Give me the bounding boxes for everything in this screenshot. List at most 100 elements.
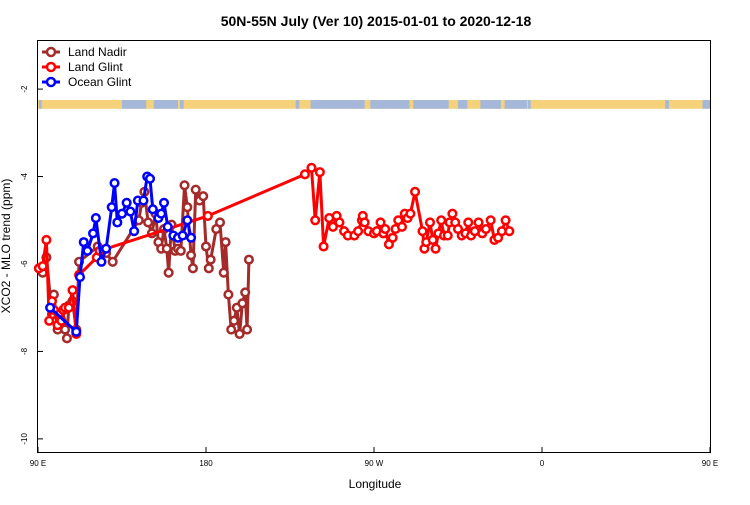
chart-title: 50N-55N July (Ver 10) 2015-01-01 to 2020… xyxy=(221,13,532,29)
data-point-ocean-glint xyxy=(129,226,140,237)
mask-band-ocean xyxy=(122,100,147,109)
y-tick-label: -6 xyxy=(20,260,29,268)
data-point-land-glint xyxy=(353,226,364,237)
y-tick-label: -4 xyxy=(20,172,29,180)
data-point-land-nadir xyxy=(218,267,229,278)
y-tick-label: -10 xyxy=(20,433,29,445)
data-point-land-glint xyxy=(334,217,345,228)
x-tick-label: 0 xyxy=(540,459,545,468)
mask-band-ocean xyxy=(310,100,365,109)
data-point-land-nadir xyxy=(243,254,254,265)
data-point-land-nadir xyxy=(226,324,237,335)
data-point-land-nadir xyxy=(187,263,198,274)
data-point-ocean-glint xyxy=(71,326,82,337)
data-point-ocean-glint xyxy=(88,228,99,239)
data-point-ocean-glint xyxy=(96,256,107,267)
data-point-land-glint xyxy=(41,234,52,245)
data-point-ocean-glint xyxy=(116,208,128,219)
data-point-land-nadir xyxy=(61,333,72,344)
x-axis: 90 E 180 90 W 0 90 E xyxy=(30,447,718,468)
mask-band-ocean xyxy=(413,100,449,109)
y-tick-label: -8 xyxy=(20,347,29,355)
mask-band-ocean xyxy=(370,100,410,109)
data-point-land-nadir xyxy=(203,263,214,274)
data-point-land-glint xyxy=(463,217,474,228)
mask-band-ocean xyxy=(702,100,710,109)
data-point-land-nadir xyxy=(186,250,197,261)
x-tick-label: 90 W xyxy=(365,459,384,468)
data-point-land-glint xyxy=(318,241,329,252)
data-point-land-glint xyxy=(427,234,438,245)
data-point-land-nadir xyxy=(228,315,240,326)
data-point-ocean-glint xyxy=(121,197,132,208)
mask-band-ocean xyxy=(504,100,528,109)
legend-label-ocean-glint: Ocean Glint xyxy=(68,75,132,89)
data-point-land-glint xyxy=(500,215,511,226)
data-point-land-nadir xyxy=(220,237,231,248)
plot-frame xyxy=(37,40,711,453)
data-point-land-glint xyxy=(442,230,453,241)
x-tick-label: 90 E xyxy=(30,459,46,468)
legend: Land Nadir Land Glint Ocean Glint xyxy=(42,45,132,89)
data-point-land-nadir xyxy=(234,328,245,339)
data-point-land-glint xyxy=(37,261,48,272)
data-point-land-glint xyxy=(480,223,492,235)
data-point-ocean-glint xyxy=(82,245,93,256)
data-point-land-glint xyxy=(473,217,484,228)
mask-band-ocean xyxy=(295,100,300,109)
data-point-land-glint xyxy=(405,208,416,219)
data-point-ocean-glint xyxy=(162,221,173,232)
data-point-land-nadir xyxy=(190,184,201,195)
data-point-land-glint xyxy=(396,221,408,232)
data-point-land-nadir xyxy=(163,267,174,278)
data-point-land-glint xyxy=(417,226,428,237)
legend-item-land-glint: Land Glint xyxy=(42,60,123,74)
legend-item-ocean-glint: Ocean Glint xyxy=(42,75,132,89)
data-point-land-glint xyxy=(430,243,441,254)
mask-band-ocean xyxy=(179,100,184,109)
data-point-land-glint xyxy=(410,186,421,197)
mask-band-ocean xyxy=(480,100,501,109)
data-point-ocean-glint xyxy=(147,204,158,215)
data-point-land-nadir xyxy=(143,217,154,228)
data-point-ocean-glint xyxy=(182,215,193,226)
data-point-land-glint xyxy=(380,223,391,235)
data-point-land-glint xyxy=(504,226,515,237)
data-point-land-nadir xyxy=(161,243,172,254)
data-point-land-nadir xyxy=(107,256,118,267)
data-point-land-glint xyxy=(202,210,213,221)
legend-item-land-nadir: Land Nadir xyxy=(42,45,127,59)
mask-band-ocean xyxy=(458,100,468,109)
data-point-land-nadir xyxy=(242,324,253,335)
y-axis-label: XCO2 - MLO trend (ppm) xyxy=(0,179,13,314)
data-point-land-glint xyxy=(310,215,321,226)
data-point-land-nadir xyxy=(60,324,71,335)
data-point-ocean-glint xyxy=(186,232,197,243)
data-point-land-glint xyxy=(447,208,458,219)
data-point-land-glint xyxy=(387,232,398,243)
data-point-land-glint xyxy=(63,302,74,313)
data-point-land-nadir xyxy=(198,191,209,202)
data-point-ocean-glint xyxy=(156,208,167,219)
y-tick-label: -2 xyxy=(20,85,29,93)
data-point-ocean-glint xyxy=(101,243,112,254)
data-point-ocean-glint xyxy=(78,237,89,248)
data-point-ocean-glint xyxy=(177,230,188,241)
data-point-land-glint xyxy=(359,217,370,228)
mask-band-ocean xyxy=(665,100,669,109)
data-point-ocean-glint xyxy=(106,202,117,213)
x-tick-label: 90 E xyxy=(702,459,718,468)
x-tick-label: 180 xyxy=(199,459,213,468)
data-point-ocean-glint xyxy=(45,302,56,313)
data-point-land-nadir xyxy=(223,289,234,300)
data-point-land-nadir xyxy=(205,254,216,265)
data-point-land-glint xyxy=(485,215,496,226)
data-point-land-nadir xyxy=(240,287,251,298)
land-ocean-mask-band xyxy=(38,100,710,109)
data-point-land-glint xyxy=(436,215,447,226)
x-axis-label: Longitude xyxy=(349,477,402,491)
data-point-land-nadir xyxy=(179,180,190,191)
data-point-land-glint xyxy=(44,315,55,326)
